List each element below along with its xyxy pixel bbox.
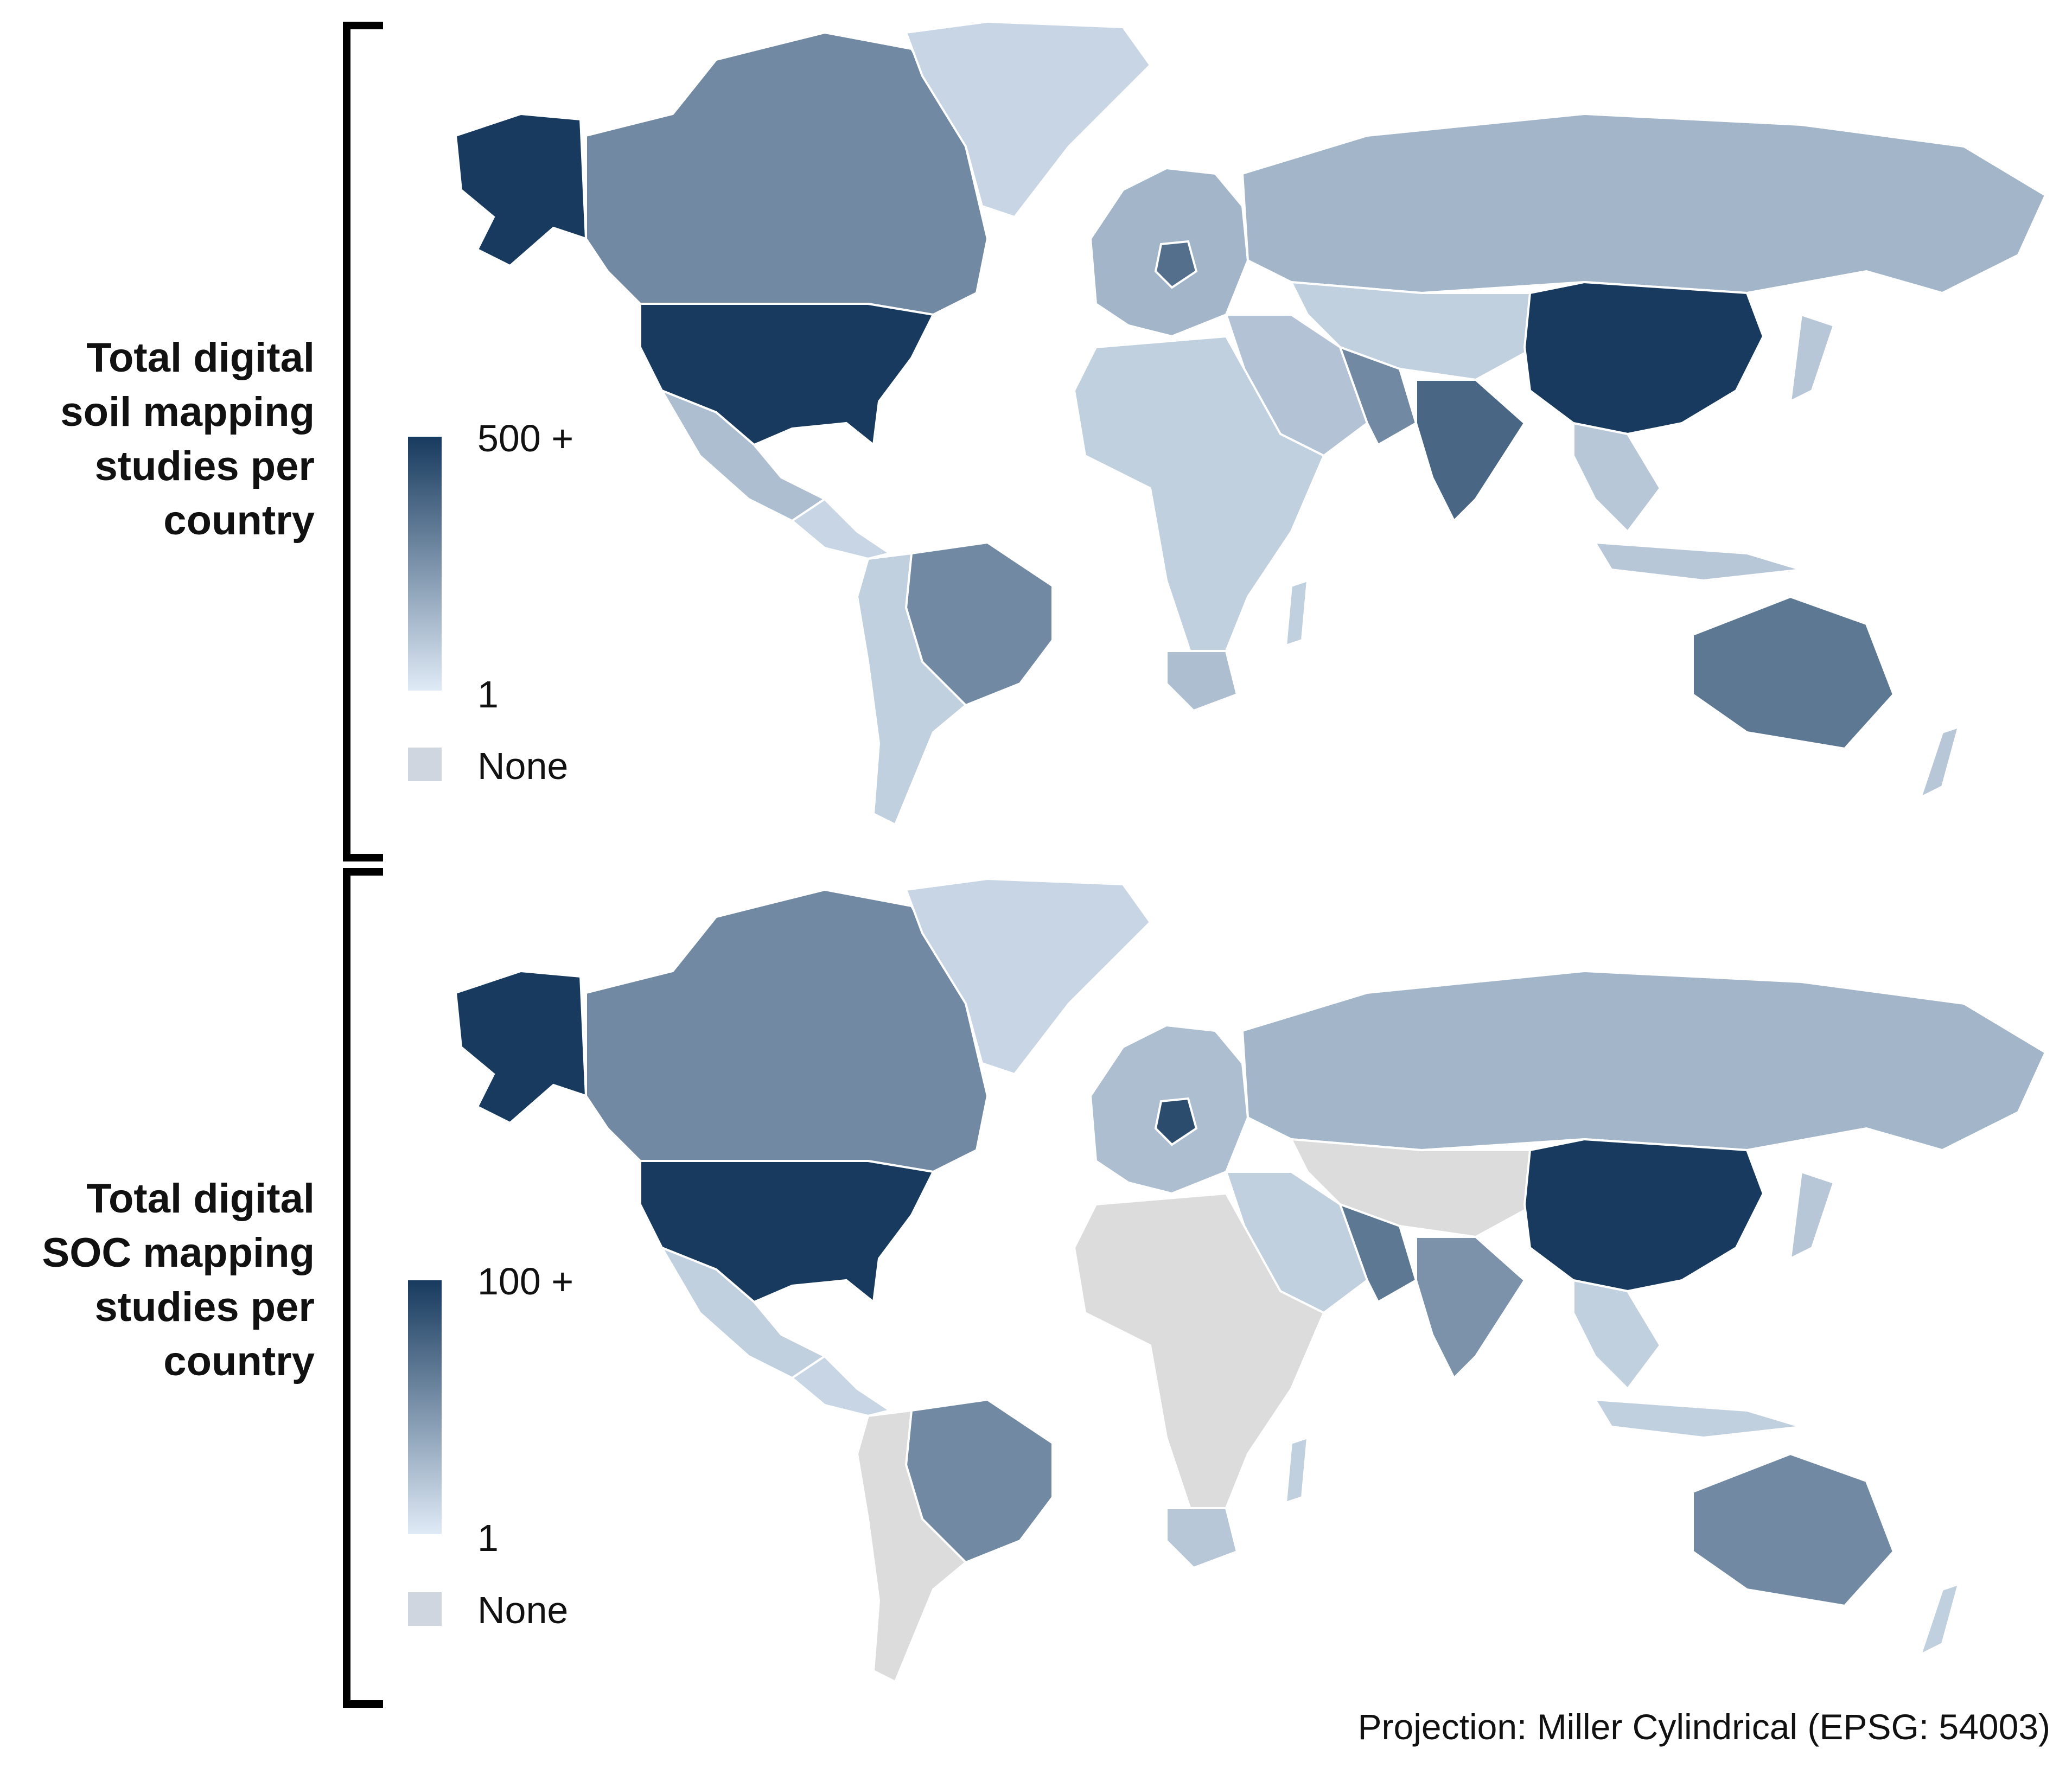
title-line: Total digital: [86, 335, 315, 381]
country-china: [1523, 1138, 1765, 1293]
panel-title: Total digital SOC mapping studies per co…: [0, 1172, 315, 1389]
title-line: studies per: [94, 443, 315, 489]
country-china: [1523, 280, 1765, 436]
country-germany: [1154, 240, 1198, 289]
country-southeast-asia: [1572, 1279, 1662, 1391]
title-line: Total digital: [86, 1176, 315, 1222]
country-australia: [1692, 1452, 1895, 1607]
title-line: soil mapping: [60, 389, 315, 435]
legend-min-label: 1: [477, 1517, 499, 1559]
country-india: [1415, 1236, 1526, 1380]
panel-title: Total digital soil mapping studies per c…: [0, 331, 315, 548]
country-south-africa: [1165, 1507, 1239, 1569]
legend-gradient-bar: [408, 437, 442, 691]
country-central-america: [790, 497, 892, 560]
country-south-africa: [1165, 650, 1239, 712]
country-greenland: [904, 20, 1152, 219]
legend-max-label: 500 +: [477, 417, 574, 459]
country-canada: [585, 888, 989, 1173]
panel-bracket: [343, 868, 383, 1708]
country-canada: [585, 31, 989, 316]
country-new-zealand: [1918, 725, 1960, 800]
legend-min-label: 1: [477, 673, 499, 716]
country-iran: [1338, 1202, 1418, 1304]
legend-max-label: 100 +: [477, 1260, 574, 1303]
country-alaska: [454, 112, 588, 267]
legend-none-label: None: [477, 745, 569, 787]
country-new-zealand: [1918, 1582, 1960, 1657]
legend-gradient-bar: [408, 1280, 442, 1534]
country-central-america: [790, 1355, 892, 1418]
country-iran: [1338, 345, 1418, 446]
country-south-america-rest: [856, 1409, 967, 1683]
country-madagascar: [1284, 579, 1309, 647]
country-india: [1415, 379, 1526, 523]
world-map: [454, 20, 2047, 826]
legend-none-label: None: [477, 1589, 569, 1631]
panel-soc-mapping: Total digital SOC mapping studies per co…: [0, 868, 2072, 1708]
world-map: [454, 877, 2047, 1683]
projection-note: Projection: Miller Cylindrical (EPSG: 54…: [1357, 1707, 2050, 1747]
panel-bracket: [343, 22, 383, 861]
title-line: country: [163, 1338, 315, 1384]
title-line: studies per: [94, 1284, 315, 1330]
country-russia: [1241, 969, 2047, 1152]
title-line: SOC mapping: [42, 1230, 315, 1276]
country-japan: [1789, 1170, 1835, 1261]
title-line: country: [163, 497, 315, 544]
country-japan: [1789, 313, 1835, 404]
country-germany: [1154, 1097, 1198, 1146]
country-australia: [1692, 595, 1895, 750]
legend-none-swatch: [408, 748, 442, 781]
country-madagascar: [1284, 1436, 1309, 1504]
country-russia: [1241, 112, 2047, 295]
legend-none-swatch: [408, 1592, 442, 1626]
panel-soil-mapping: Total digital soil mapping studies per c…: [0, 0, 2072, 868]
country-southeast-asia: [1572, 422, 1662, 534]
country-indonesia: [1593, 541, 1802, 582]
country-alaska: [454, 969, 588, 1125]
country-indonesia: [1593, 1398, 1802, 1439]
country-greenland: [904, 877, 1152, 1076]
country-south-america-rest: [856, 552, 967, 826]
